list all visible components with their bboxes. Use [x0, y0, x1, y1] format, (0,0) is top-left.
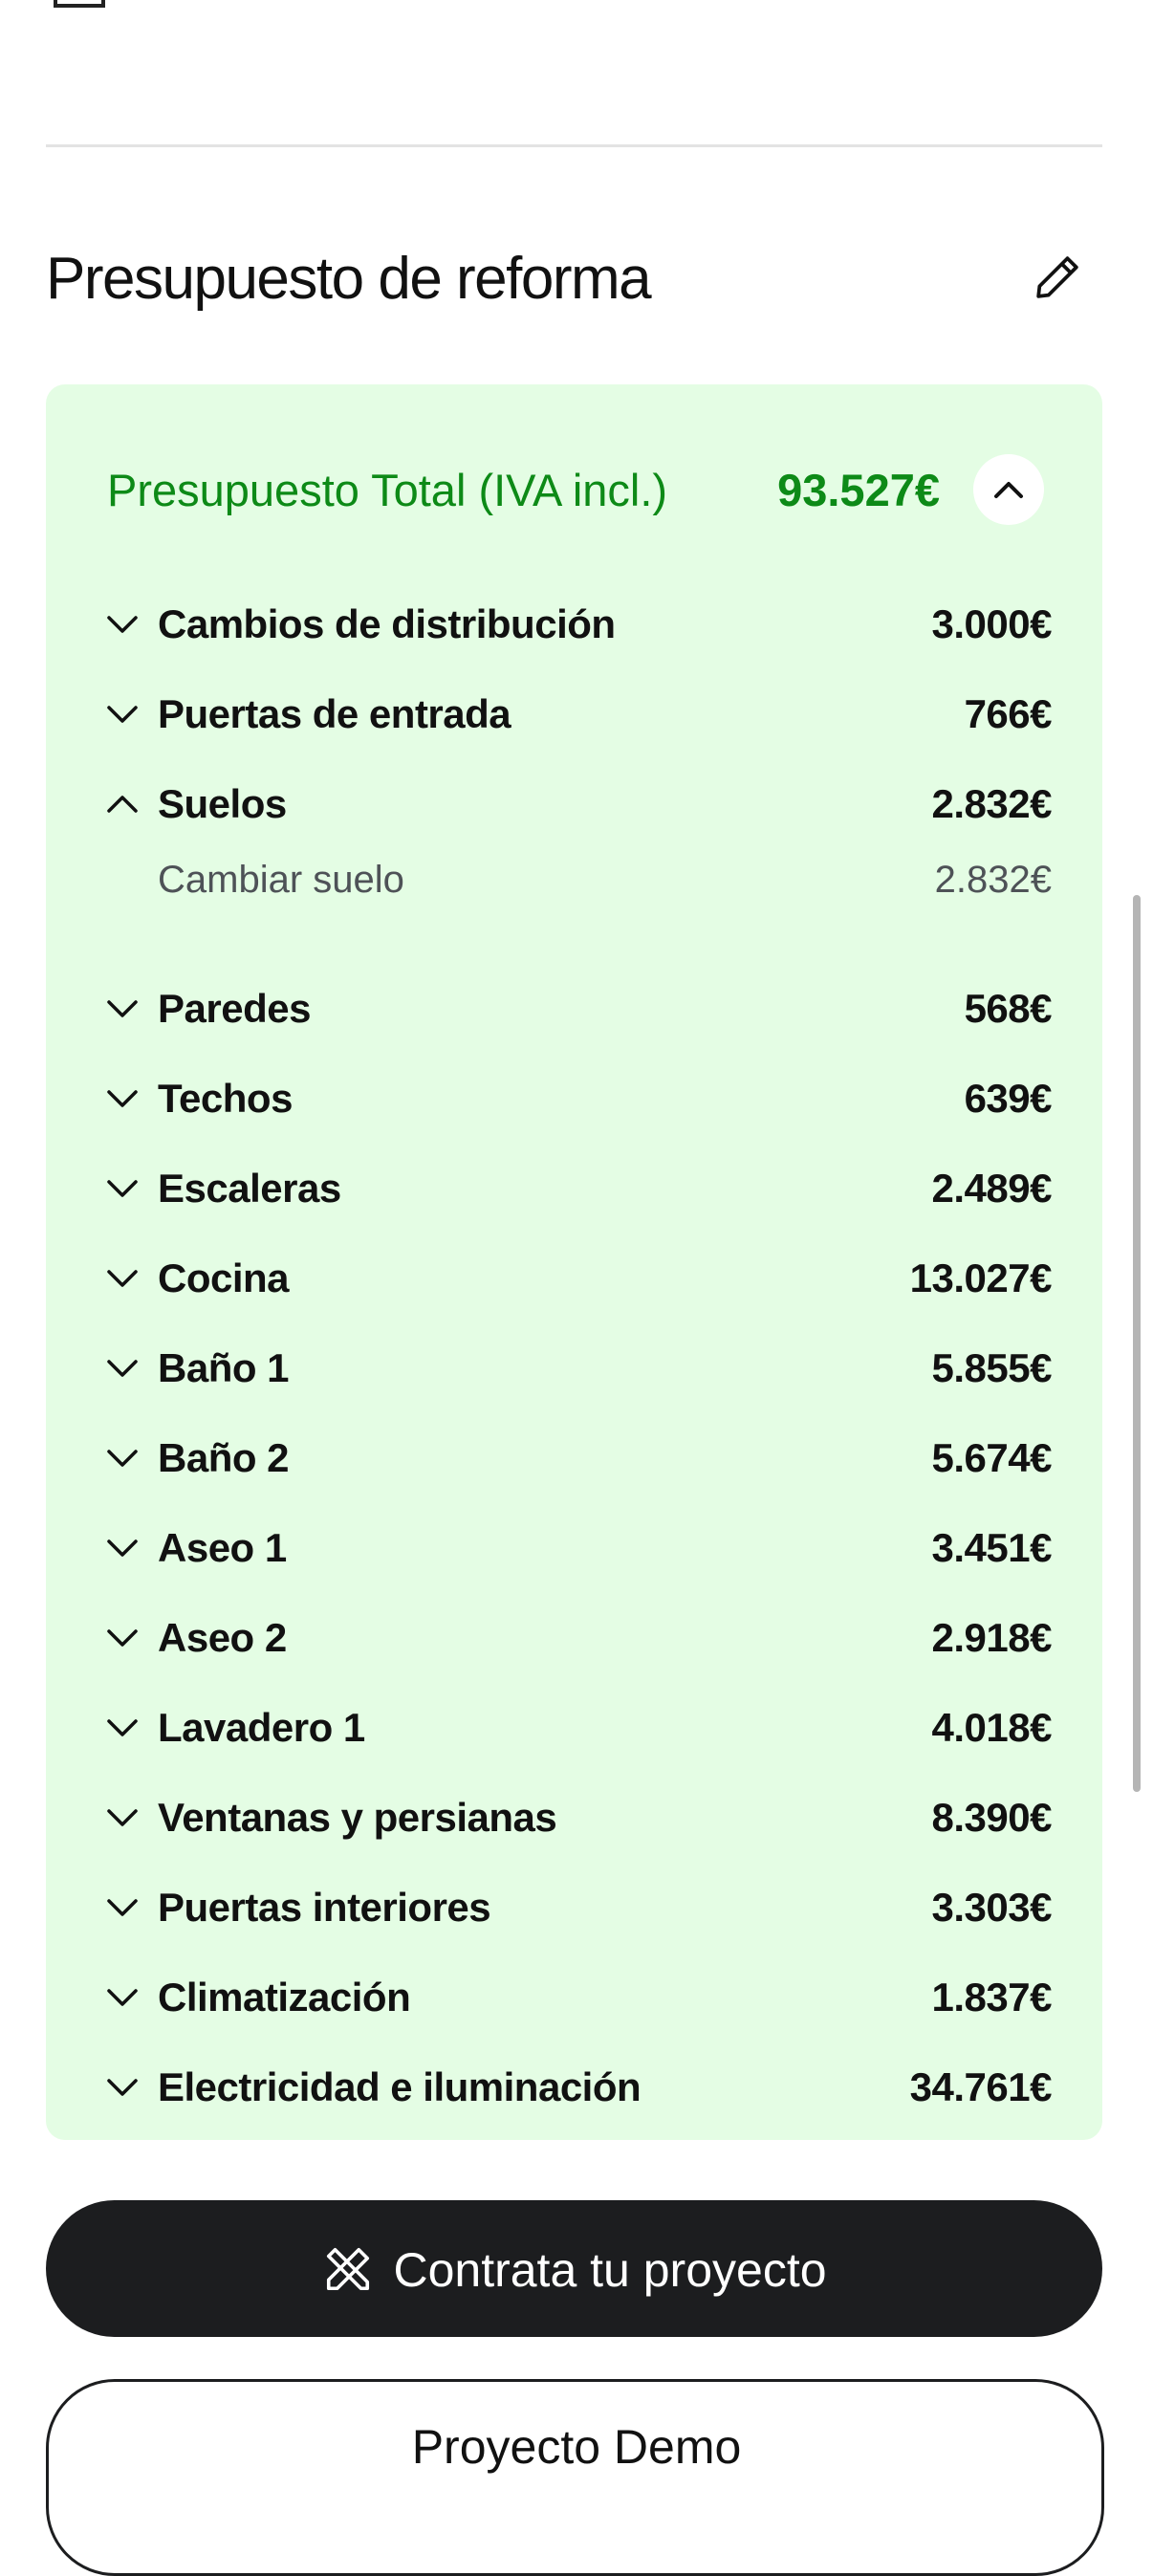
chevron — [107, 1270, 138, 1287]
expand-toggle[interactable] — [103, 1978, 141, 2021]
expand-toggle[interactable] — [103, 1529, 141, 1572]
item-label: Puertas de entrada — [158, 691, 511, 736]
expand-toggle[interactable] — [103, 1888, 141, 1932]
item-value: 4.018€ — [931, 1705, 1053, 1750]
item-value: 3.303€ — [931, 1885, 1053, 1930]
item-label: Aseo 1 — [158, 1525, 287, 1570]
item-label: Electricidad e iluminación — [158, 2064, 642, 2109]
item-value: 568€ — [964, 986, 1053, 1031]
expand-toggle[interactable] — [103, 605, 141, 648]
item-value: 34.761€ — [909, 2064, 1053, 2109]
chevron — [107, 1899, 138, 1916]
expand-toggle[interactable] — [103, 1169, 141, 1212]
item-label: Suelos — [158, 781, 287, 826]
item-value: 3.451€ — [931, 1525, 1053, 1570]
collapse-button[interactable] — [973, 454, 1044, 525]
expand-toggle[interactable] — [103, 695, 141, 738]
item-value: 766€ — [964, 691, 1053, 736]
item-value: 2.489€ — [931, 1166, 1053, 1211]
chevron — [107, 1539, 138, 1557]
expand-toggle[interactable] — [103, 1439, 141, 1482]
section-title: Presupuesto de reforma — [46, 246, 652, 312]
secondary-button[interactable] — [46, 2379, 1104, 2576]
item-label: Aseo 2 — [158, 1615, 287, 1660]
edit-button[interactable] — [1031, 251, 1084, 304]
expand-toggle[interactable] — [103, 2068, 141, 2111]
chevron — [107, 1090, 138, 1107]
screen: Presupuesto de reforma Presupuesto Total… — [46, 0, 1141, 2576]
primary-button[interactable] — [46, 2200, 1102, 2337]
item-label: Puertas interiores — [158, 1885, 491, 1930]
chevron — [107, 1629, 138, 1647]
item-value: 3.000€ — [931, 601, 1053, 646]
item-value: 13.027€ — [909, 1255, 1053, 1300]
total-label: Presupuesto Total (IVA incl.) — [107, 465, 668, 515]
chevron — [107, 2079, 138, 2096]
expand-toggle[interactable] — [103, 1080, 141, 1123]
item-label: Escaleras — [158, 1166, 341, 1211]
top-icon — [54, 0, 105, 8]
item-value: 2.918€ — [931, 1615, 1053, 1660]
chevron — [107, 1450, 138, 1467]
chevron — [107, 1000, 138, 1017]
subitem-value: 2.832€ — [934, 859, 1052, 901]
chevron-up — [994, 482, 1023, 498]
tools-icon — [326, 2247, 370, 2291]
expand-toggle[interactable] — [103, 1259, 141, 1302]
divider — [46, 144, 1102, 147]
scrollbar — [1133, 895, 1141, 1792]
chevron — [107, 796, 138, 813]
secondary-button-label: Proyecto Demo — [411, 2420, 742, 2474]
item-label: Paredes — [158, 986, 311, 1031]
subitem-label: Cambiar suelo — [158, 859, 404, 901]
chevron — [107, 1809, 138, 1826]
item-label: Cambios de distribución — [158, 601, 616, 646]
total-value: 93.527€ — [777, 465, 940, 515]
chevron — [107, 1989, 138, 2006]
item-label: Baño 2 — [158, 1435, 290, 1480]
chevron — [107, 1719, 138, 1736]
item-value: 2.832€ — [931, 781, 1053, 826]
item-label: Lavadero 1 — [158, 1705, 365, 1750]
item-value: 5.674€ — [931, 1435, 1053, 1480]
expand-toggle[interactable] — [103, 1619, 141, 1662]
chevron — [107, 706, 138, 723]
chevron — [107, 616, 138, 633]
budget-card — [46, 384, 1102, 2140]
expand-toggle[interactable] — [103, 785, 141, 828]
item-label: Climatización — [158, 1975, 411, 2019]
expand-toggle[interactable] — [103, 1709, 141, 1752]
expand-toggle[interactable] — [103, 1799, 141, 1842]
item-label: Cocina — [158, 1255, 290, 1300]
expand-toggle[interactable] — [103, 990, 141, 1033]
chevron — [107, 1180, 138, 1197]
item-label: Ventanas y persianas — [158, 1795, 557, 1840]
item-value: 5.855€ — [931, 1345, 1053, 1390]
chevron — [107, 1360, 138, 1377]
item-value: 639€ — [964, 1076, 1053, 1121]
expand-toggle[interactable] — [103, 1349, 141, 1392]
item-value: 8.390€ — [931, 1795, 1053, 1840]
item-label: Baño 1 — [158, 1345, 290, 1390]
item-label: Techos — [158, 1076, 293, 1121]
primary-button-label: Contrata tu proyecto — [393, 2243, 827, 2297]
item-value: 1.837€ — [931, 1975, 1053, 2019]
